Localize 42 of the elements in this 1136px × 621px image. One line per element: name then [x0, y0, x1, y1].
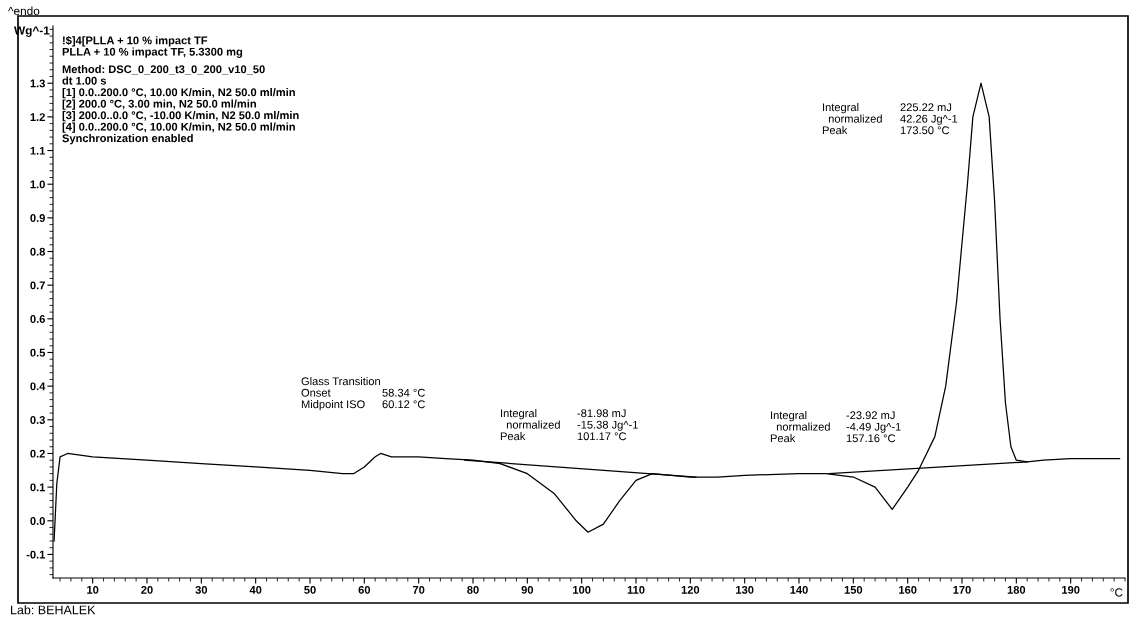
x-tick-label: 190 — [1062, 585, 1080, 594]
text: !$]4[PLLA + 10 % impact TF PLLA + 10 % impact TF, 5.3300 mg Method: DSC_0_200_t3_0_200_v10_50 dt 1.00 s [1] 0.0..200.0 °C, 10.00 K/min, N2 50.0 ml/min [2] 200.0 °C, 3.00 min, N2 50.0 ml/min [3] 200.0..0.0 °C, -10.00 K/min, N2 50.0 ml/min [4] 0.0..200.0 °C, 10.00 K/min, N2 50.0 ml/min Synchronization enabled — [62, 36, 299, 145]
x-tick-label: 130 — [736, 585, 754, 594]
y-tick-label: -0.1 — [26, 550, 46, 559]
x-tick-label: 160 — [899, 585, 917, 594]
x-tick-label: 40 — [249, 585, 262, 594]
x-axis-title: °C — [1110, 588, 1123, 597]
y-tick-label: 0.9 — [30, 214, 45, 222]
y-tick-label: 1.1 — [30, 146, 46, 155]
x-tick-label: 180 — [1007, 585, 1026, 594]
x-tick-label: 10 — [87, 585, 99, 594]
y-tick-label: 0.8 — [30, 247, 46, 256]
chart-title: ^endo — [8, 6, 40, 16]
text: Glass Transition Onset 58.34 °C Midpoint ISO 60.12 °C — [301, 377, 425, 411]
y-tick-label: 0.0 — [30, 517, 45, 525]
y-tick-label: 0.6 — [30, 315, 45, 323]
y-tick-label: 1.2 — [30, 113, 45, 121]
x-tick-label: 30 — [195, 585, 208, 594]
y-tick-label: 0.1 — [30, 483, 46, 492]
x-tick-label: 50 — [304, 585, 316, 594]
text: Integral 225.22 mJ normalized 42.26 Jg^-1 Peak 173.50 °C — [822, 103, 958, 135]
y-tick-label: 1.0 — [30, 180, 45, 189]
y-tick-label: 1.3 — [30, 79, 45, 88]
x-tick-label: 170 — [953, 585, 971, 594]
text: Lab: BEHALEK — [11, 605, 96, 615]
text: Integral -23.92 mJ normalized -4.49 Jg^-1 Peak 157.16 °C — [770, 411, 901, 443]
y-tick-label: 0.4 — [30, 382, 46, 391]
x-tick-label: 80 — [467, 585, 479, 594]
x-tick-label: 100 — [573, 585, 591, 594]
x-tick-label: 110 — [627, 585, 645, 594]
x-tick-label: 140 — [790, 585, 808, 594]
x-tick-label: 90 — [521, 585, 534, 594]
text: Integral -81.98 mJ normalized -15.38 Jg^-1 Peak 101.17 °C — [500, 409, 638, 441]
x-tick-label: 20 — [141, 585, 153, 594]
y-tick-label: 0.7 — [30, 281, 45, 290]
y-tick-label: 0.3 — [30, 416, 45, 424]
y-tick-label: 0.5 — [30, 348, 46, 357]
y-tick-label: 0.2 — [30, 449, 45, 458]
x-tick-label: 70 — [412, 585, 425, 594]
x-tick-label: 120 — [681, 585, 700, 594]
x-tick-label: 60 — [358, 585, 371, 594]
x-tick-label: 150 — [844, 585, 863, 594]
